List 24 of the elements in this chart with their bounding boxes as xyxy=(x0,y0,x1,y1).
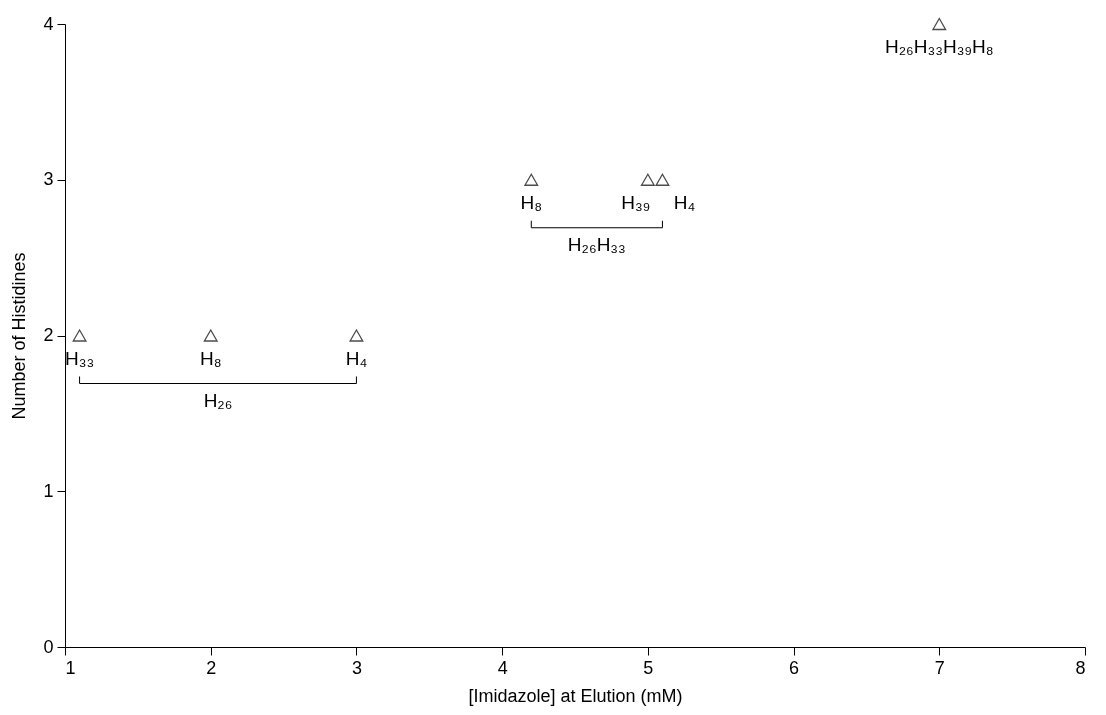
y-tick-label: 2 xyxy=(43,325,54,345)
x-tick-label: 8 xyxy=(1075,657,1086,678)
annotation: H₃₃ xyxy=(64,347,95,369)
annotation: H₂₆ xyxy=(203,389,233,411)
y-tick-label: 3 xyxy=(43,169,54,190)
x-tick-label: 4 xyxy=(497,657,508,678)
annotation: H₄ xyxy=(345,347,368,369)
x-tick-label: 1 xyxy=(65,657,76,678)
x-tick-label: 6 xyxy=(789,657,800,678)
annotation: H₂₆H₃₃ xyxy=(567,233,626,255)
y-tick-label: 0 xyxy=(43,636,54,657)
x-tick-label: 7 xyxy=(934,657,945,678)
x-tick-label: 2 xyxy=(206,657,217,678)
y-tick-label: 4 xyxy=(43,13,54,34)
annotation: H₂₆H₃₃H₃₉H₈ xyxy=(885,36,994,57)
y-axis-title: Number of Histidines xyxy=(9,252,30,420)
annotation: H₃₉ xyxy=(621,191,651,213)
annotation: H₈ xyxy=(520,191,543,213)
x-tick-label: 3 xyxy=(351,657,362,678)
annotation: H₄ xyxy=(673,191,696,213)
x-axis-title: [Imidazole] at Elution (mM) xyxy=(468,685,683,706)
x-tick-label: 5 xyxy=(643,657,654,678)
annotation: H₈ xyxy=(199,347,222,369)
y-tick-label: 1 xyxy=(43,480,54,501)
